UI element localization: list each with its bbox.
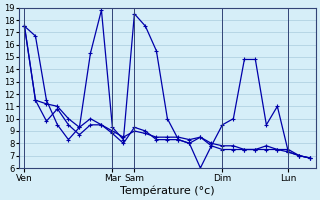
X-axis label: Température (°c): Température (°c) (120, 185, 215, 196)
